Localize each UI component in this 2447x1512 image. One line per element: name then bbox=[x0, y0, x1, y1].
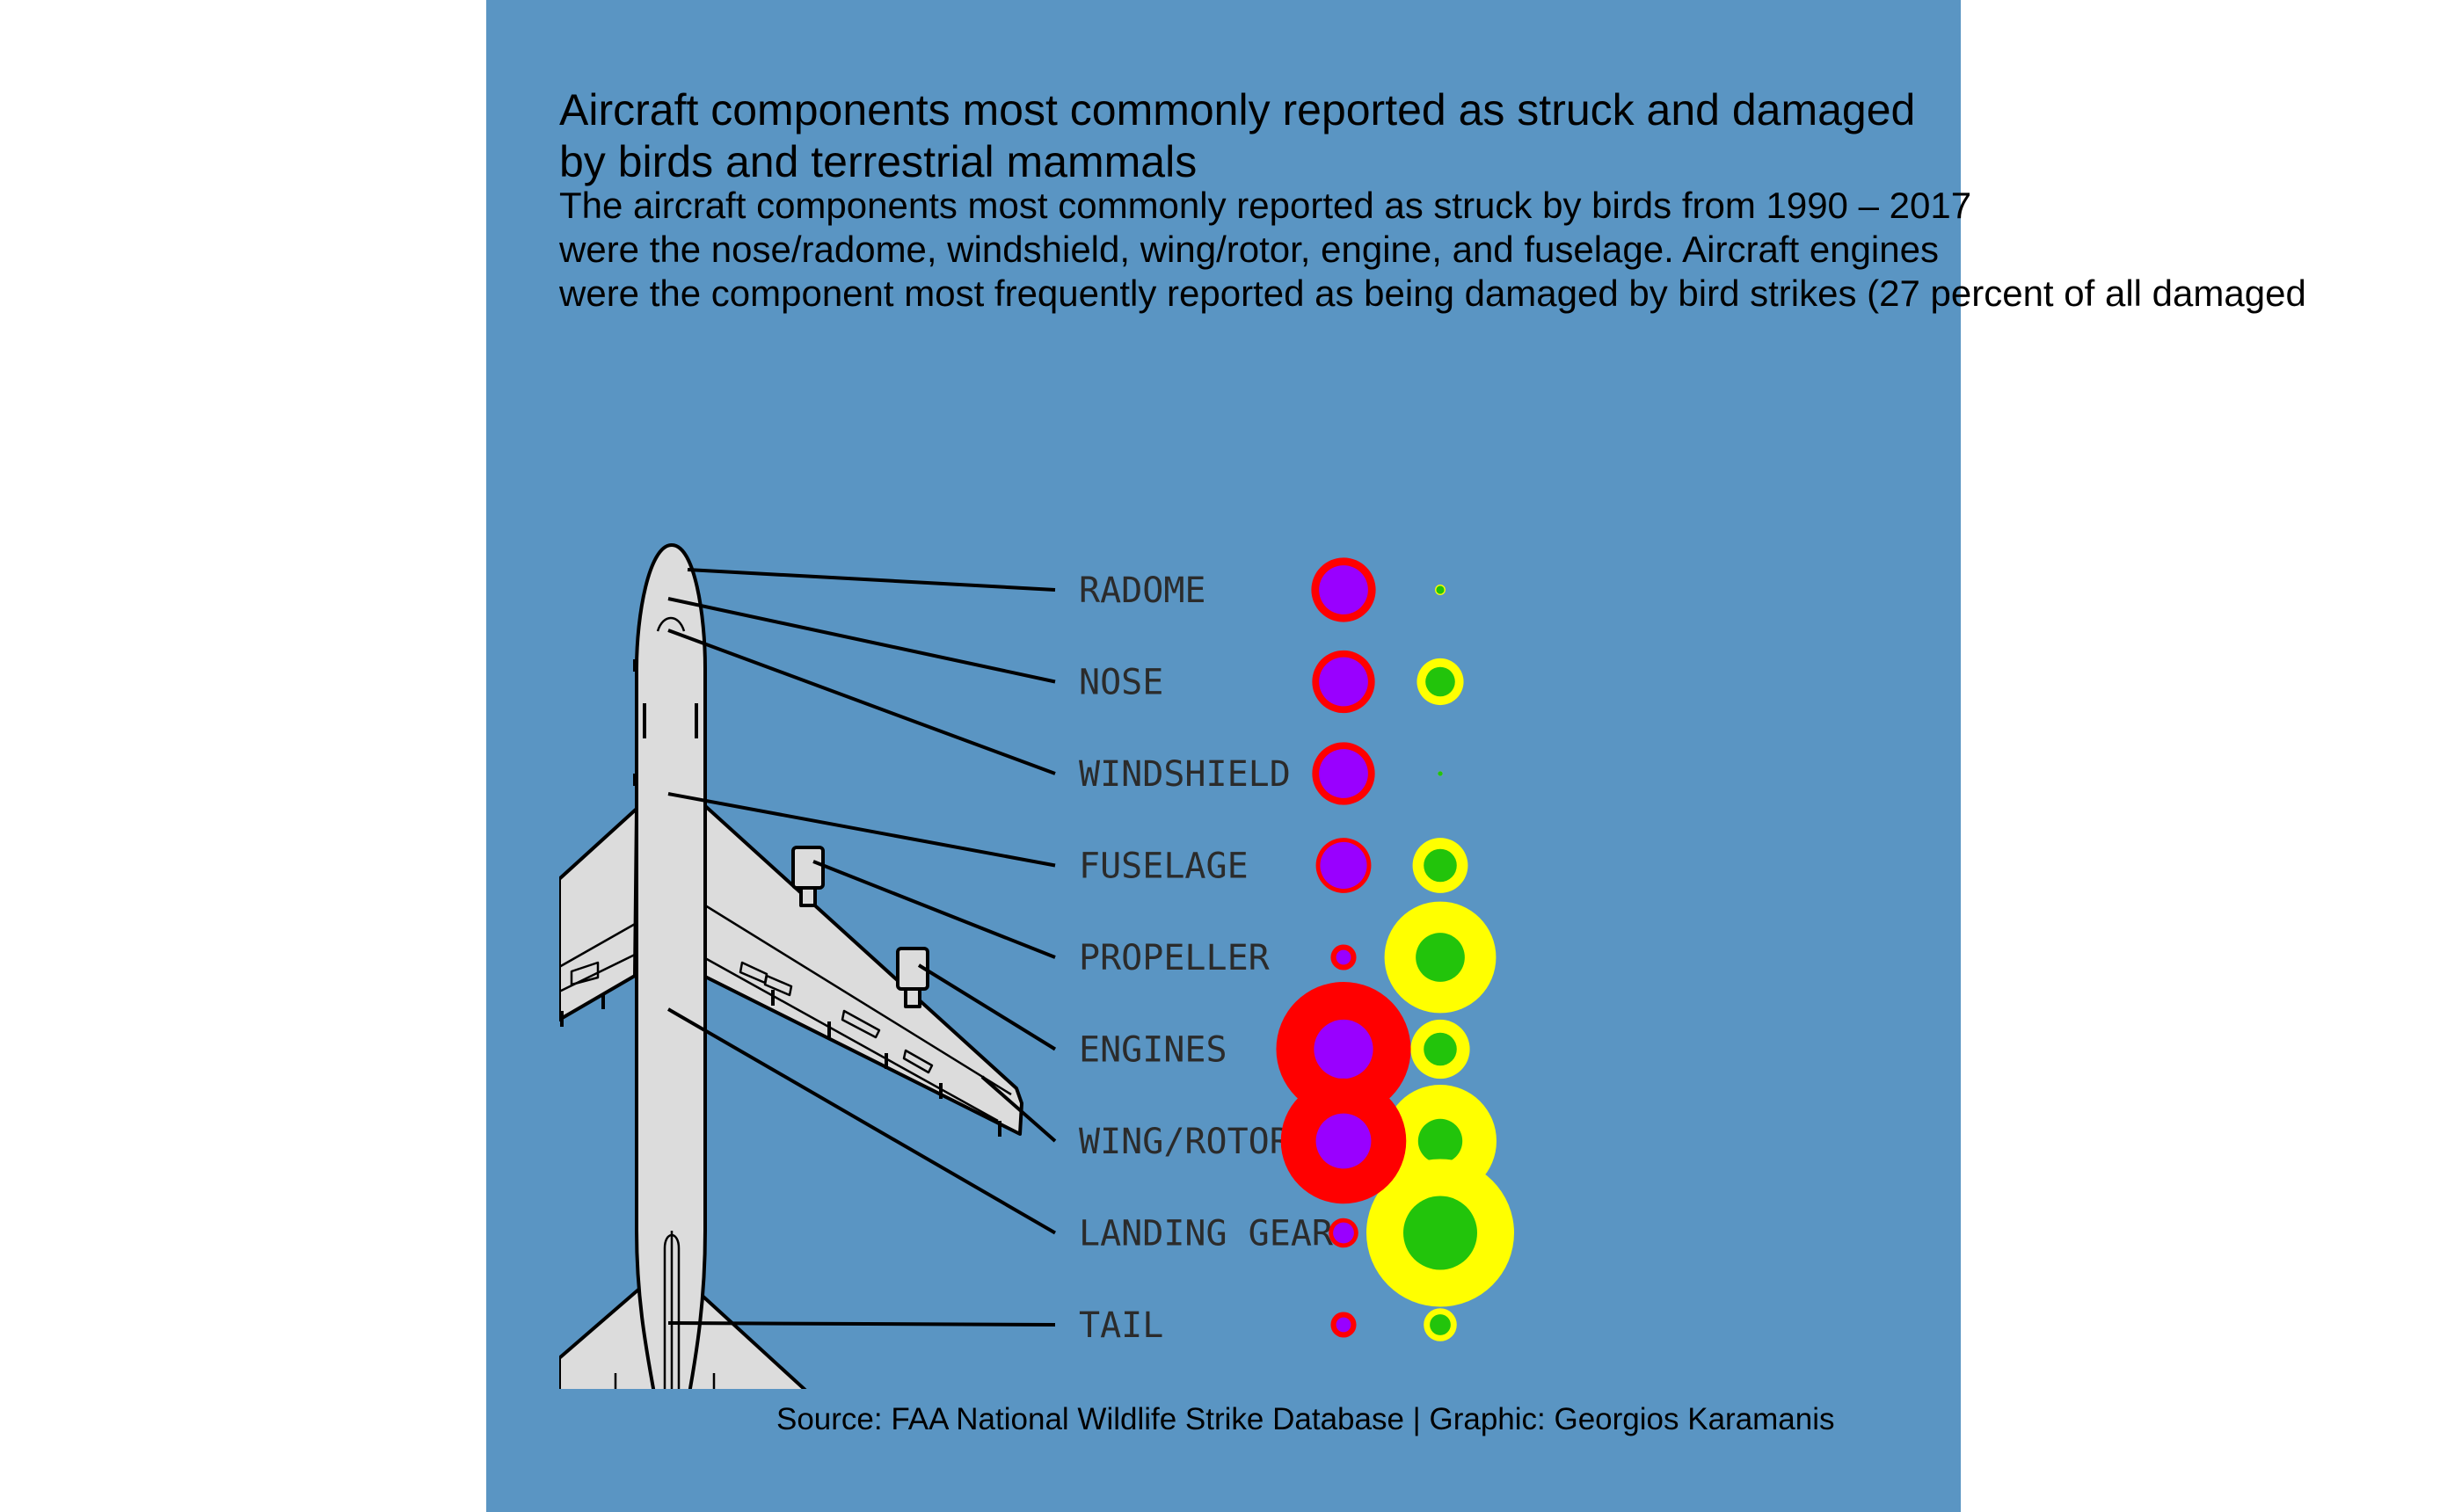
chart-title: Aircraft components most commonly report… bbox=[559, 85, 1916, 186]
leader-line-wing-rotor bbox=[980, 1075, 1057, 1143]
label-propeller: PROPELLER bbox=[1079, 938, 1271, 978]
label-fuselage: FUSELAGE bbox=[1079, 847, 1249, 887]
leader-line-nose bbox=[667, 597, 1056, 684]
label-engines: ENGINES bbox=[1079, 1030, 1227, 1071]
leader-line-tail bbox=[667, 1321, 1056, 1327]
label-nose: NOSE bbox=[1079, 663, 1163, 703]
birds-damaged-bubble-wing-rotor bbox=[1315, 1113, 1372, 1169]
component-labels: RADOME NOSE WINDSHIELD FUSELAGE PROPELLER ENG… bbox=[1079, 571, 1334, 1346]
leader-lines bbox=[666, 568, 1057, 1327]
leader-line-windshield bbox=[667, 629, 1056, 775]
chart-subtitle: The aircraft components most commonly re… bbox=[559, 185, 2306, 314]
birds-damaged-bubble-tail bbox=[1336, 1317, 1351, 1333]
label-wing-rotor: WING/ROTOR bbox=[1079, 1122, 1292, 1162]
mammals-damaged-bubble-wing-rotor bbox=[1417, 1118, 1463, 1164]
mammals-damaged-bubble-fuselage bbox=[1424, 848, 1457, 883]
birds-damaged-bubble-radome bbox=[1319, 565, 1368, 614]
birds-damaged-bubble-windshield bbox=[1319, 749, 1368, 798]
airplane-illustration bbox=[559, 543, 1023, 1389]
leader-line-landing-gear bbox=[666, 1007, 1057, 1235]
mammals-damaged-bubble-nose bbox=[1425, 666, 1455, 697]
mammals-damaged-bubble-engines bbox=[1424, 1032, 1457, 1066]
plot-background bbox=[486, 0, 1961, 1512]
leader-line-engines bbox=[917, 963, 1057, 1051]
label-radome: RADOME bbox=[1079, 571, 1206, 611]
birds-damaged-bubble-landing-gear bbox=[1333, 1222, 1354, 1244]
mammals-damaged-bubble-landing-gear bbox=[1403, 1196, 1477, 1270]
mammals-damaged-bubble-tail bbox=[1430, 1314, 1451, 1335]
label-windshield: WINDSHIELD bbox=[1079, 754, 1291, 795]
mammals-damaged-bubble-radome bbox=[1436, 585, 1445, 594]
leader-line-radome bbox=[687, 568, 1056, 592]
birds-damaged-bubble-fuselage bbox=[1320, 841, 1367, 890]
label-tail: TAIL bbox=[1079, 1305, 1163, 1346]
mammals-damaged-bubble-propeller bbox=[1416, 933, 1465, 982]
label-landing-gear: LANDING GEAR bbox=[1079, 1214, 1334, 1254]
leader-line-propeller bbox=[812, 860, 1056, 959]
bubbles bbox=[1276, 557, 1514, 1341]
birds-damaged-bubble-propeller bbox=[1336, 949, 1351, 965]
birds-damaged-bubble-engines bbox=[1314, 1019, 1373, 1079]
mammals-damaged-bubble-windshield bbox=[1438, 771, 1443, 776]
source-caption: Source: FAA National Wildlife Strike Dat… bbox=[776, 1402, 1835, 1436]
birds-damaged-bubble-nose bbox=[1319, 657, 1368, 707]
leader-line-fuselage bbox=[667, 792, 1056, 868]
